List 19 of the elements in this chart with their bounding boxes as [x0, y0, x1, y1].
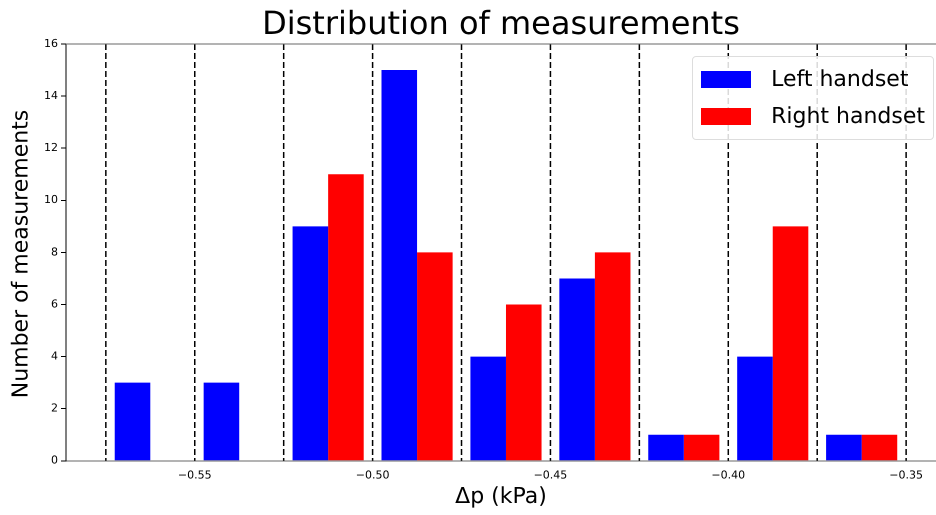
- y-tick-label: 4: [51, 349, 58, 362]
- x-tick-label: −0.40: [711, 468, 746, 482]
- legend-label: Right handset: [771, 104, 925, 129]
- y-tick-label: 8: [51, 245, 58, 258]
- y-tick-label: 2: [51, 402, 58, 415]
- y-tick-label: 14: [44, 88, 58, 102]
- y-tick-label: 10: [44, 193, 58, 206]
- x-tick-label: −0.55: [178, 468, 212, 482]
- x-tick-label: −0.50: [356, 468, 390, 482]
- y-tick-label: 16: [44, 36, 58, 50]
- y-axis-title: Number of measurements: [8, 110, 34, 398]
- x-tick-label: −0.35: [889, 468, 923, 482]
- legend-label: Left handset: [771, 67, 908, 92]
- y-tick-label: 0: [51, 454, 58, 467]
- y-tick-label: 12: [44, 141, 58, 154]
- x-tick-label: −0.45: [534, 468, 568, 482]
- y-tick-label: 6: [51, 297, 58, 310]
- chart-title: Distribution of measurements: [261, 4, 741, 42]
- x-axis-title: Δp (kPa): [454, 484, 548, 509]
